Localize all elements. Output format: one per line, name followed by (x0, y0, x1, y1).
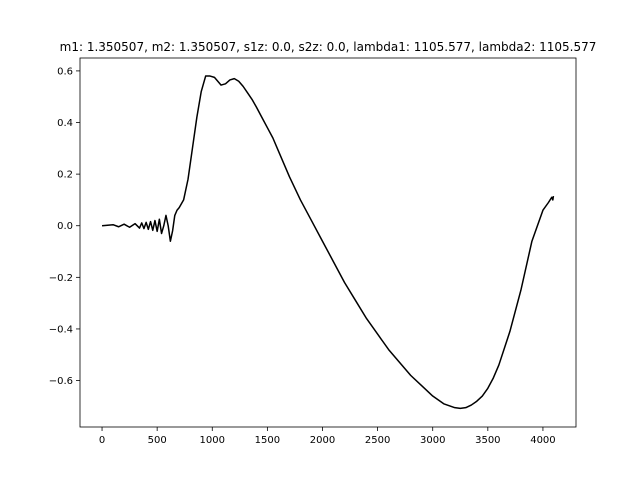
y-tick-label: 0.2 (57, 170, 73, 181)
x-tick-label: 1500 (255, 435, 280, 446)
y-tick-label: −0.4 (49, 324, 73, 335)
chart-title: m1: 1.350507, m2: 1.350507, s1z: 0.0, s2… (60, 40, 597, 54)
x-tick-label: 4000 (530, 435, 555, 446)
y-tick-label: 0.0 (57, 221, 73, 232)
y-axis: −0.6 −0.4 −0.2 0.0 0.2 0.4 0.6 (49, 66, 80, 387)
x-tick-label: 3500 (475, 435, 500, 446)
x-tick-label: 3000 (420, 435, 445, 446)
series-line (101, 75, 555, 410)
x-tick-label: 0 (99, 435, 105, 446)
x-tick-label: 1000 (200, 435, 225, 446)
plot-frame (79, 57, 577, 428)
y-tick-label: −0.6 (49, 376, 73, 387)
x-tick-label: 500 (148, 435, 167, 446)
x-tick-label: 2500 (365, 435, 390, 446)
x-axis: 0 500 1000 1500 2000 2500 3000 3500 4000 (99, 427, 556, 446)
y-tick-label: 0.6 (57, 66, 73, 77)
y-tick-label: −0.2 (49, 273, 73, 284)
x-tick-label: 2000 (310, 435, 335, 446)
y-tick-label: 0.4 (57, 118, 73, 129)
